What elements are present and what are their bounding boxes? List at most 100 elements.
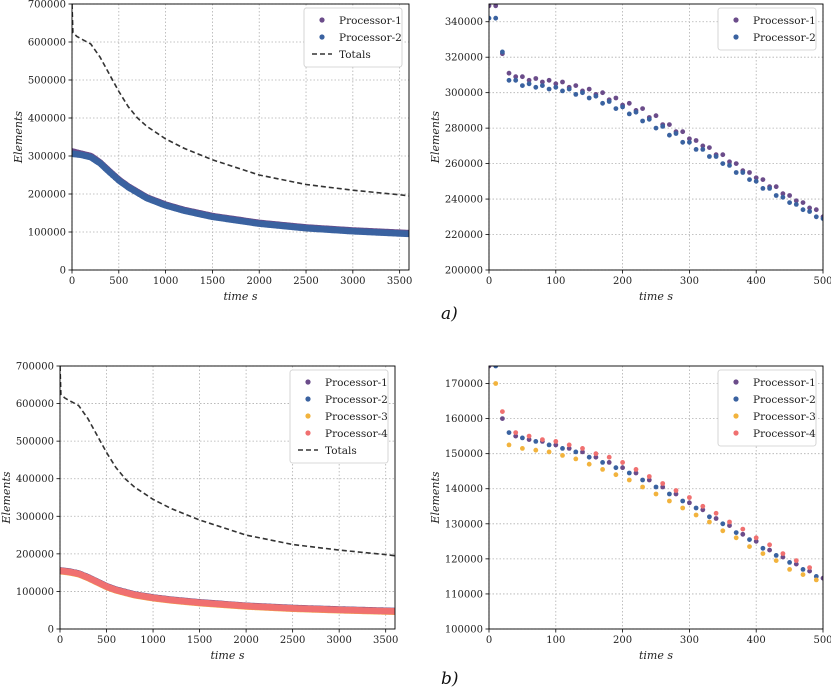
data-point (500, 409, 505, 414)
data-point (526, 433, 532, 439)
data-point (593, 451, 599, 457)
data-point (773, 193, 779, 198)
y-tick-label: 0 (60, 266, 66, 277)
y-tick-label: 200000 (28, 190, 66, 201)
data-point (687, 495, 692, 500)
data-point (707, 514, 712, 520)
legend: Processor-1 Processor-2 Processor-3 Process… (717, 369, 817, 447)
axes-frame (488, 365, 824, 630)
data-point (700, 147, 706, 152)
legend-swatch (733, 396, 739, 402)
data-point (660, 124, 666, 129)
data-point (800, 200, 806, 206)
legend-label: Processor-2 (753, 394, 816, 406)
legend-box (717, 369, 817, 447)
data-point (633, 470, 639, 476)
chart-bottom-right: 0 100 200 300 400 500 100000 110000 120000 130000… (429, 365, 831, 662)
data-point (613, 472, 619, 478)
data-point (573, 92, 579, 97)
data-point (793, 202, 799, 207)
data-point (753, 175, 759, 181)
data-point (733, 535, 739, 541)
data-point (560, 453, 565, 458)
plot-area (60, 366, 395, 615)
x-tick-label: 500 (813, 635, 831, 646)
x-tick-label: 2000 (246, 276, 271, 287)
data-point (653, 484, 659, 490)
data-point (813, 207, 819, 213)
data-point (553, 442, 559, 448)
x-tick-label: 200 (613, 276, 632, 287)
y-tick-label: 100000 (28, 228, 66, 239)
data-point (546, 442, 552, 448)
data-point (493, 366, 499, 369)
data-point (493, 4, 499, 9)
y-tick-label: 300000 (28, 152, 66, 163)
legend-swatch (733, 430, 739, 436)
x-axis-label: time s (639, 290, 673, 303)
y-tick-label: 260000 (445, 159, 483, 170)
data-point (747, 170, 752, 175)
y-tick-label: 300000 (16, 512, 54, 523)
data-point (660, 484, 666, 490)
data-point (780, 191, 786, 197)
data-point (533, 76, 539, 81)
data-point (753, 178, 759, 184)
series-line (72, 4, 409, 197)
x-tick-label: 400 (747, 635, 766, 646)
data-point (506, 77, 512, 83)
x-axis-label: time s (223, 290, 257, 303)
data-point (566, 86, 572, 92)
data-point (640, 106, 645, 111)
y-tick-label: 200000 (445, 266, 483, 277)
data-point (520, 74, 525, 80)
data-point (740, 170, 746, 175)
data-point (700, 143, 706, 149)
data-point (600, 460, 605, 465)
x-tick-label: 400 (747, 276, 766, 287)
x-axis-label: time s (210, 649, 244, 662)
x-tick-label: 1500 (187, 635, 212, 646)
data-point (807, 205, 812, 211)
data-point (667, 132, 672, 138)
x-tick-label: 2500 (280, 635, 305, 646)
data-point (513, 74, 519, 80)
data-point (640, 118, 645, 124)
legend-label: Processor-3 (325, 411, 388, 423)
data-point (760, 551, 766, 556)
data-point (600, 467, 605, 472)
y-tick-label: 600000 (28, 38, 66, 49)
axes-frame (71, 3, 410, 271)
data-point (573, 449, 579, 455)
data-point (560, 446, 565, 451)
data-point (580, 449, 585, 455)
legend-label: Processor-4 (753, 428, 816, 440)
y-axis-label: Elements (429, 471, 442, 525)
data-point (740, 531, 746, 537)
data-point (553, 439, 559, 444)
y-tick-label: 400000 (16, 474, 54, 485)
legend-swatch (733, 34, 739, 40)
series-points (72, 150, 409, 238)
data-point (700, 503, 706, 509)
data-point (626, 100, 632, 106)
data-point (740, 526, 746, 532)
data-point (787, 200, 792, 206)
y-tick-label: 320000 (445, 53, 483, 64)
data-point (813, 577, 819, 583)
data-point (613, 465, 619, 471)
data-point (526, 77, 532, 83)
x-tick-label: 500 (813, 276, 831, 287)
y-tick-label: 100000 (16, 587, 54, 598)
data-point (580, 446, 585, 451)
data-point (687, 500, 692, 506)
data-point (646, 116, 652, 122)
data-point (727, 519, 732, 525)
x-tick-label: 1500 (200, 276, 225, 287)
data-point (553, 84, 559, 90)
data-point (493, 381, 499, 386)
data-point (720, 161, 726, 167)
x-tick-label: 1000 (140, 635, 165, 646)
legend-swatch (733, 379, 739, 385)
